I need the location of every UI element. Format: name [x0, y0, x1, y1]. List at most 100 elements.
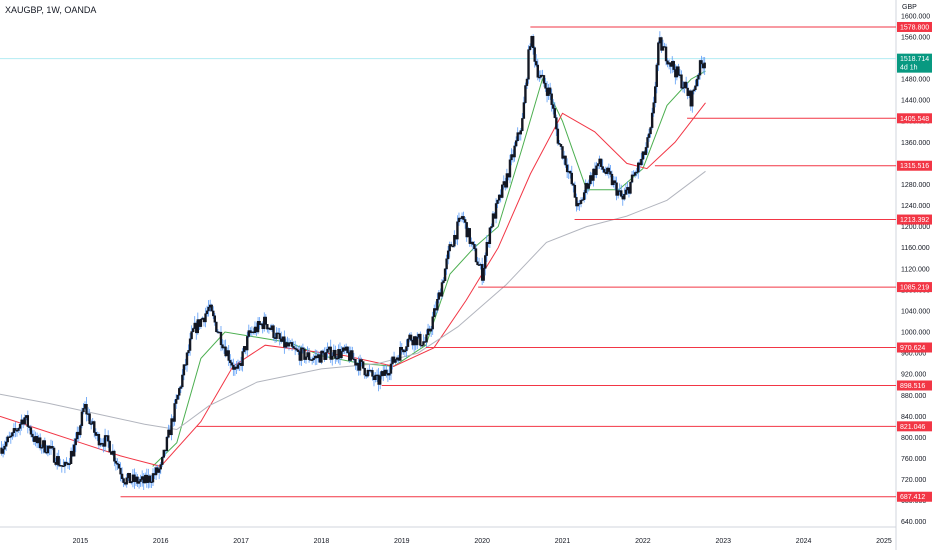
candle-body	[388, 373, 391, 376]
candle-body	[426, 328, 430, 335]
candle-body	[564, 155, 567, 166]
candle-body	[241, 351, 244, 366]
candle-body	[446, 250, 450, 260]
candle-body	[246, 336, 249, 351]
candle-body	[106, 435, 110, 442]
y-tick-label: 1120.000	[901, 266, 930, 273]
candle-body	[230, 362, 234, 366]
candle-body	[558, 143, 561, 145]
candle-body	[301, 347, 305, 350]
candle-body	[290, 342, 294, 347]
level-price-tag	[897, 160, 932, 171]
currency-label: GBP	[902, 4, 917, 11]
candle-body	[403, 350, 407, 353]
candle-body	[190, 331, 193, 340]
candle-body	[640, 158, 643, 166]
candle-body	[258, 320, 261, 325]
candle-body	[304, 356, 308, 360]
candle-body	[521, 118, 524, 131]
candle-body	[555, 117, 558, 130]
x-tick-label: 2020	[474, 538, 490, 545]
candle-body	[116, 462, 119, 465]
candle-body	[463, 219, 467, 223]
candle-body	[451, 245, 454, 248]
candle-body	[26, 415, 30, 427]
candle-body	[320, 350, 323, 363]
x-tick-label: 2016	[153, 538, 169, 545]
x-tick-label: 2024	[796, 538, 812, 545]
candle-body	[182, 364, 186, 376]
candle-body	[609, 171, 612, 175]
y-tick-label: 1440.000	[901, 98, 930, 105]
candle-body	[88, 413, 91, 424]
y-tick-label: 880.000	[901, 393, 926, 400]
candle-body	[303, 348, 306, 360]
candle-body	[440, 282, 444, 297]
level-price-label: 821.046	[900, 424, 925, 431]
candle-body	[256, 320, 260, 333]
candle-body	[157, 468, 161, 473]
candle-body	[185, 352, 189, 366]
candle-body	[136, 476, 139, 484]
candle-body	[272, 325, 275, 338]
moving-average-medium	[0, 102, 706, 467]
candle-body	[80, 411, 84, 426]
level-price-label: 970.624	[900, 345, 925, 352]
candle-body	[188, 338, 192, 351]
level-price-label: 687.412	[900, 494, 925, 501]
candle-body	[93, 421, 96, 433]
y-tick-label: 960.000	[901, 351, 926, 358]
candle-body	[247, 330, 251, 337]
level-price-tag	[897, 380, 932, 391]
candle-body	[4, 441, 8, 447]
y-tick-label: 1560.000	[901, 34, 930, 41]
candle-body	[646, 137, 649, 148]
candle-body	[599, 158, 603, 167]
level-price-label: 1213.392	[900, 217, 929, 224]
candle-body	[125, 477, 128, 485]
candle-body	[137, 481, 141, 484]
candle-body	[351, 350, 354, 360]
candle-body	[694, 85, 697, 91]
candle-body	[82, 408, 85, 413]
candle-body	[559, 144, 563, 147]
candle-body	[295, 348, 298, 351]
candle-body	[108, 440, 111, 453]
candle-body	[416, 336, 419, 346]
y-tick-label: 1240.000	[901, 203, 930, 210]
candle-body	[43, 440, 47, 453]
candle-body	[191, 328, 195, 332]
candle-body	[165, 436, 169, 451]
candle-body	[334, 349, 337, 359]
symbol-label[interactable]: XAUGBP, 1W, OANDA	[5, 5, 97, 15]
candle-body	[471, 241, 475, 245]
candle-body	[103, 435, 107, 447]
candle-body	[394, 359, 397, 363]
candle-body	[516, 132, 519, 142]
candle-body	[542, 75, 546, 84]
candle-body	[300, 347, 303, 361]
bar-countdown-label: 4d 1h	[900, 65, 918, 72]
candle-body	[569, 170, 572, 174]
candle-body	[293, 347, 297, 350]
candle-body	[130, 481, 133, 484]
candle-body	[264, 316, 268, 325]
candle-body	[122, 478, 125, 483]
candle-body	[491, 213, 495, 227]
candle-body	[576, 203, 580, 207]
candle-body	[533, 47, 536, 62]
candle-body	[616, 190, 620, 196]
candle-body	[213, 315, 217, 323]
candle-body	[522, 102, 526, 119]
candle-body	[692, 89, 696, 92]
candle-body	[649, 127, 652, 135]
candle-body	[603, 169, 606, 173]
candle-body	[630, 174, 634, 183]
candle-body	[450, 244, 453, 247]
candle-body	[535, 61, 538, 66]
candle-body	[181, 374, 184, 388]
candle-body	[346, 346, 349, 353]
candle-body	[205, 310, 209, 315]
